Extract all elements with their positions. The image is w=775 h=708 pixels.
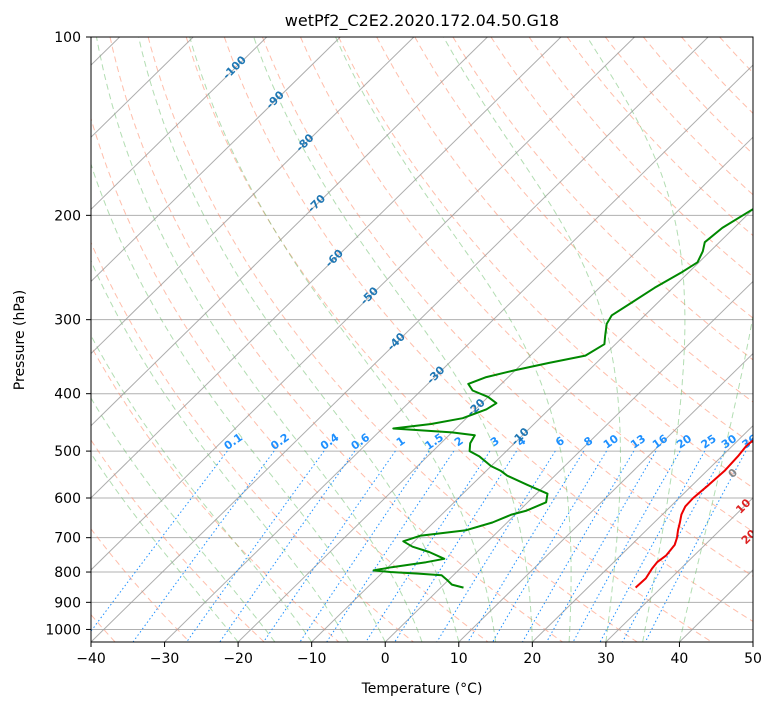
dry-adiabat	[300, 37, 753, 533]
isotherm-line	[91, 37, 709, 642]
dry-adiabat	[91, 528, 191, 642]
isotherm-line	[91, 37, 341, 283]
x-tick-label: 50	[744, 651, 762, 667]
dry-adiabat	[147, 37, 638, 642]
dry-adiabat	[452, 37, 753, 361]
y-tick-label: 200	[54, 208, 81, 224]
dry-adiabat	[414, 37, 753, 403]
x-axis-label: Temperature (°C)	[361, 681, 483, 697]
isotherm-line	[311, 208, 753, 642]
mixing-ratio-line	[599, 450, 706, 642]
moist-adiabat	[678, 37, 753, 642]
x-tick-label: 20	[523, 651, 541, 667]
moist-adiabat	[91, 259, 349, 642]
y-tick-label: 100	[54, 30, 81, 46]
y-tick-label: 900	[54, 595, 81, 611]
isotherm-line	[458, 352, 753, 642]
moist-adiabat	[335, 37, 572, 642]
y-axis-label: Pressure (hPa)	[12, 290, 28, 390]
y-tick-label: 400	[54, 387, 81, 403]
y-tick-label: 800	[54, 565, 81, 581]
axes: −40 −30 −20 −10 0 10 20 30 40 50 100 200 300 400 500 60…	[45, 30, 762, 667]
mixing-ratio-line	[546, 450, 657, 642]
mixing-ratio-line	[644, 450, 747, 642]
x-tick-label: −10	[297, 651, 327, 667]
moist-adiabat	[138, 37, 460, 642]
x-tick-label: 40	[671, 651, 689, 667]
isotherm-line	[237, 136, 753, 642]
dry-adiabat	[91, 241, 414, 642]
x-tick-label: −30	[150, 651, 180, 667]
moist-adiabat	[586, 37, 686, 642]
moist-adiabat	[253, 37, 533, 642]
dry-adiabat	[261, 37, 753, 577]
dry-adiabat	[566, 37, 753, 237]
moist-adiabat	[189, 37, 497, 642]
mixing-ratio-line	[436, 450, 556, 642]
mixing-ratio-line	[219, 450, 356, 642]
isotherm-line	[91, 37, 415, 355]
dewpoint-profile	[372, 207, 753, 589]
x-tick-label: −20	[223, 651, 253, 667]
isotherm-line	[164, 64, 753, 642]
moist-adiabat	[91, 452, 239, 642]
dry-adiabat	[490, 37, 753, 319]
dry-adiabat	[223, 37, 753, 623]
isotherm-line	[91, 37, 635, 571]
y-tick-label: 300	[54, 313, 81, 329]
mixing-ratio-line	[622, 450, 726, 642]
mixing-ratio-line	[299, 450, 430, 642]
y-tick-label: 700	[54, 531, 81, 547]
y-tick-label: 600	[54, 491, 81, 507]
y-tick-label: 500	[54, 444, 81, 460]
x-tick-label: 30	[597, 651, 615, 667]
dry-adiabat	[338, 37, 753, 489]
isotherm-line	[605, 497, 753, 642]
isotherm-line	[531, 424, 753, 642]
chart-title: wetPf2_C2E2.2020.172.04.50.G18	[285, 11, 559, 31]
dry-adiabat	[604, 37, 753, 196]
mixing-ratio-line	[132, 450, 275, 642]
mixing-ratio-line	[467, 450, 585, 642]
x-tick-label: 0	[381, 651, 390, 667]
moist-adiabat	[91, 397, 276, 642]
isotherm-line	[384, 280, 753, 642]
x-tick-label: 10	[450, 651, 468, 667]
x-tick-label: −40	[76, 651, 106, 667]
isotherm-line	[91, 37, 488, 427]
moist-adiabat	[443, 37, 621, 642]
mixing-ratio-line	[572, 450, 681, 642]
y-tick-label: 1000	[45, 622, 81, 638]
moist-adiabat	[96, 37, 423, 642]
isotherm-line	[91, 37, 268, 211]
dry-adiabat	[185, 37, 713, 642]
mixing-ratio-line	[263, 450, 396, 642]
mixing-ratio-line	[326, 450, 455, 642]
dry-adiabat	[109, 37, 563, 642]
isotherm-line	[91, 37, 562, 499]
temperature-profile	[634, 439, 753, 589]
plot-frame	[90, 36, 754, 643]
